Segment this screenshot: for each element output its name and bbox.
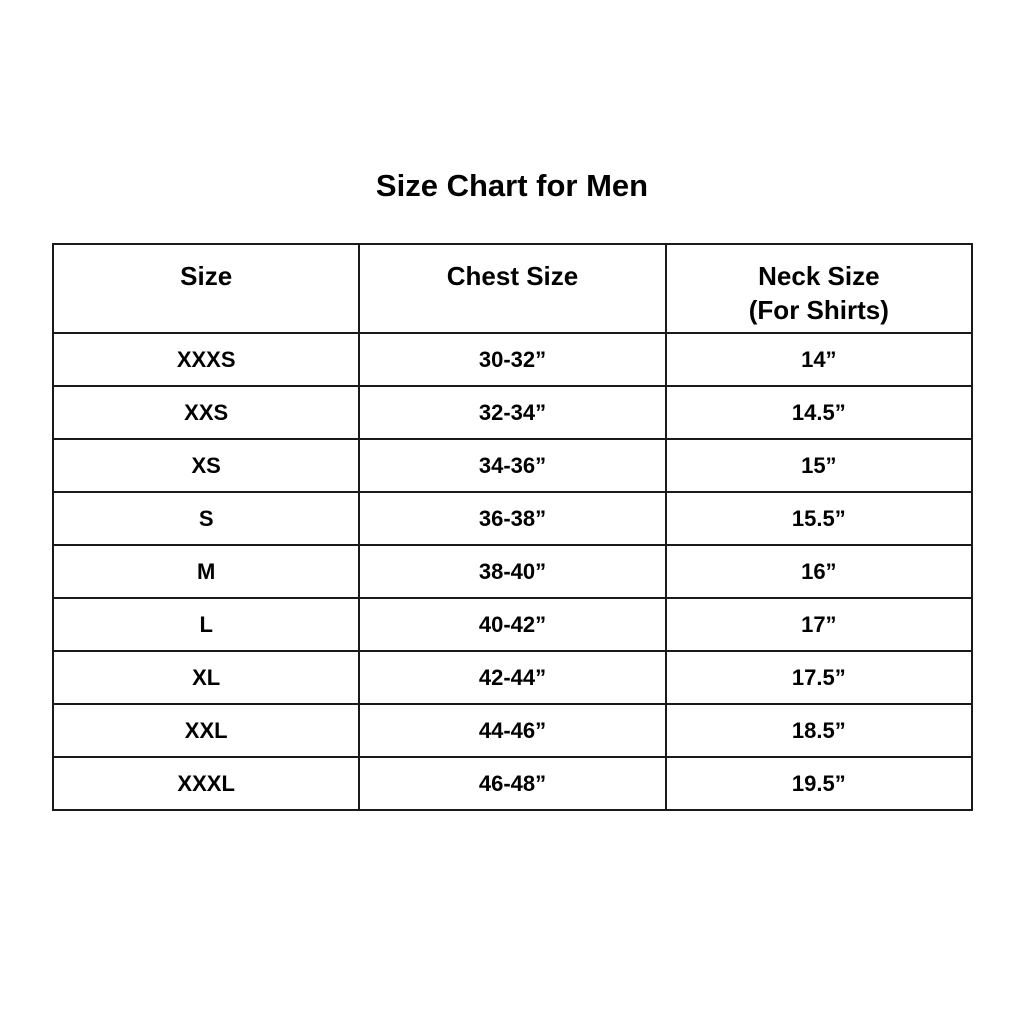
- table-row: S 36-38” 15.5”: [51, 491, 974, 546]
- header-neck-size-note: (For Shirts): [748, 295, 889, 325]
- neck-size-cell: 17”: [664, 597, 974, 652]
- chest-size-cell: 40-42”: [358, 597, 667, 652]
- chest-size-cell: 32-34”: [358, 385, 667, 440]
- chest-size-cell: 36-38”: [358, 491, 667, 546]
- neck-size-cell: 14.5”: [664, 385, 974, 440]
- size-cell: XXS: [51, 385, 361, 440]
- header-row: Size Chest Size Neck Size (For Shirts): [51, 243, 974, 334]
- table-row: L 40-42” 17”: [51, 597, 974, 652]
- size-cell: XXXL: [51, 756, 361, 811]
- size-table: Size Chest Size Neck Size (For Shirts) XX…: [51, 243, 974, 811]
- chest-size-cell: 34-36”: [358, 438, 667, 493]
- table-row: XS 34-36” 15”: [51, 438, 974, 493]
- size-cell: XL: [51, 650, 361, 705]
- header-size: Size: [51, 243, 361, 334]
- table-row: XXXL 46-48” 19.5”: [51, 756, 974, 811]
- size-cell: S: [51, 491, 361, 546]
- chest-size-cell: 30-32”: [358, 332, 667, 387]
- table-row: XL 42-44” 17.5”: [51, 650, 974, 705]
- page-title: Size Chart for Men: [375, 168, 649, 203]
- chest-size-cell: 46-48”: [358, 756, 667, 811]
- size-cell: XXXS: [51, 332, 361, 387]
- table-row: XXS 32-34” 14.5”: [51, 385, 974, 440]
- chest-size-cell: 44-46”: [358, 703, 667, 758]
- neck-size-cell: 15”: [664, 438, 974, 493]
- size-cell: XS: [51, 438, 361, 493]
- chest-size-cell: 38-40”: [358, 544, 667, 599]
- header-neck-size-label: Neck Size: [758, 261, 880, 291]
- neck-size-cell: 17.5”: [664, 650, 974, 705]
- neck-size-cell: 15.5”: [664, 491, 974, 546]
- size-cell: L: [51, 597, 361, 652]
- header-neck-size: Neck Size (For Shirts): [664, 243, 974, 334]
- neck-size-cell: 14”: [664, 332, 974, 387]
- neck-size-cell: 18.5”: [664, 703, 974, 758]
- chest-size-cell: 42-44”: [358, 650, 667, 705]
- neck-size-cell: 19.5”: [664, 756, 974, 811]
- size-cell: XXL: [51, 703, 361, 758]
- neck-size-cell: 16”: [664, 544, 974, 599]
- header-chest-size: Chest Size: [358, 243, 667, 334]
- table-row: M 38-40” 16”: [51, 544, 974, 599]
- size-cell: M: [51, 544, 361, 599]
- table-row: XXL 44-46” 18.5”: [51, 703, 974, 758]
- table-row: XXXS 30-32” 14”: [51, 332, 974, 387]
